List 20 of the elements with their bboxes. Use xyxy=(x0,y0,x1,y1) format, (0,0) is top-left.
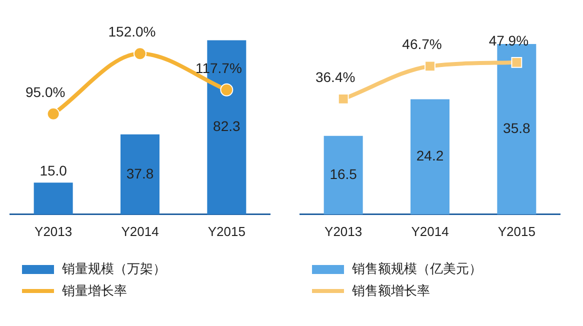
x-tick-label: Y2015 xyxy=(498,224,536,239)
x-tick-label: Y2014 xyxy=(411,224,449,239)
data-label: 24.2 xyxy=(416,148,444,164)
data-label: 95.0% xyxy=(25,84,66,100)
data-label: 46.7% xyxy=(402,36,442,52)
data-label: 36.4% xyxy=(315,68,356,85)
x-tick-label: Y2013 xyxy=(324,224,362,239)
legend-label: 销售额增长率 xyxy=(352,282,430,300)
x-tick-label: Y2014 xyxy=(121,224,159,239)
data-label: 16.5 xyxy=(330,166,358,182)
legend-label: 销量规模（万架） xyxy=(62,260,166,278)
legend-label: 销量增长率 xyxy=(62,282,127,300)
data-label: 82.3 xyxy=(213,118,241,134)
x-tick-label: Y2013 xyxy=(34,224,72,239)
data-label: 35.8 xyxy=(503,120,531,136)
data-label: 15.0 xyxy=(40,162,68,179)
data-label: 152.0% xyxy=(108,23,156,40)
x-tick-label: Y2015 xyxy=(208,224,246,239)
legend-label: 销售额规模（亿美元） xyxy=(352,260,482,278)
data-label: 37.8 xyxy=(126,165,154,182)
